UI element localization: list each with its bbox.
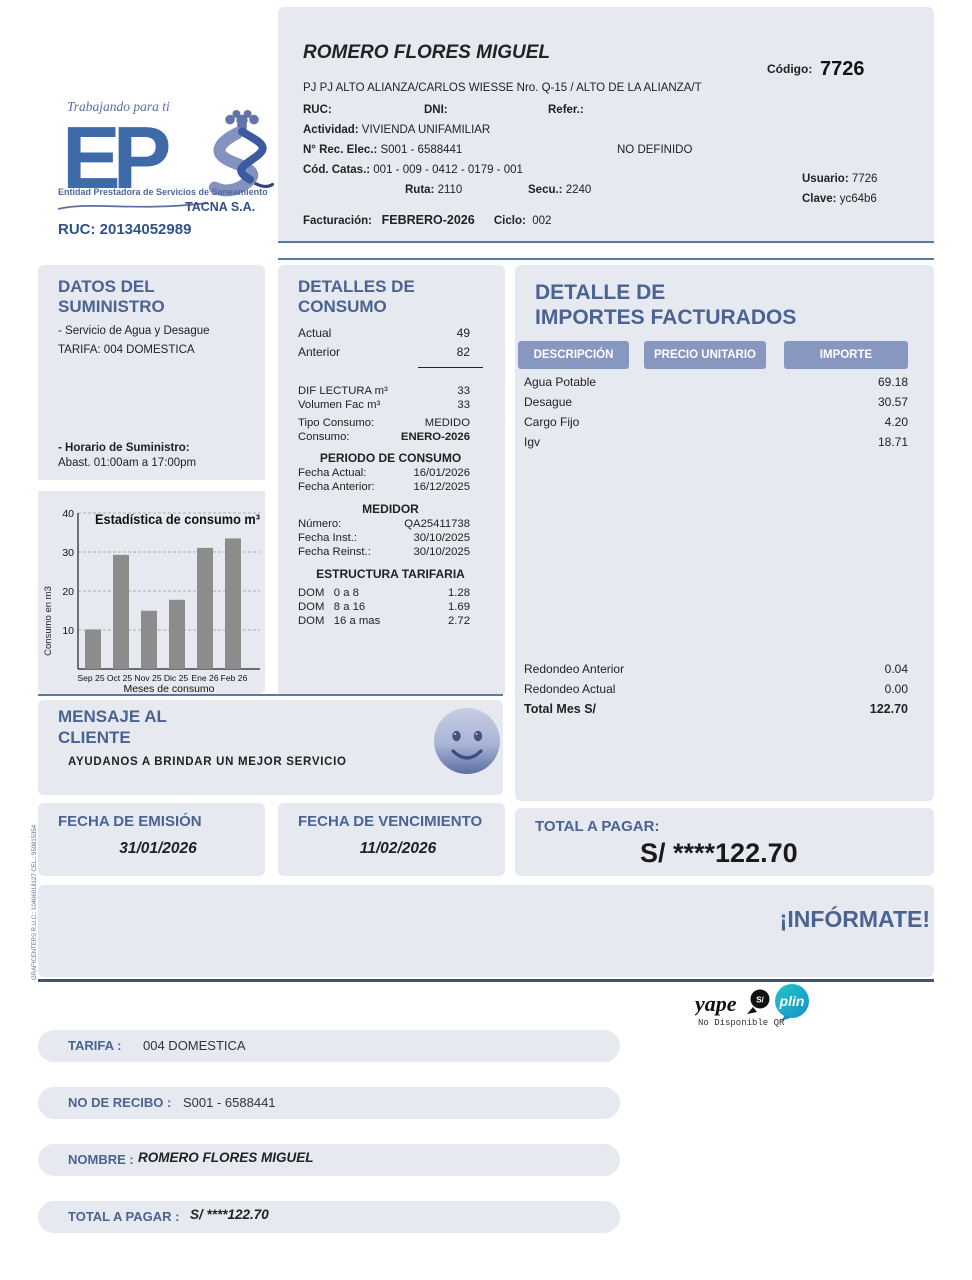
svg-text:20: 20 xyxy=(62,586,74,598)
svg-text:10: 10 xyxy=(62,625,74,637)
svg-text:yape: yape xyxy=(695,991,737,1016)
svg-text:plin: plin xyxy=(779,993,805,1009)
svg-text:30: 30 xyxy=(62,547,74,559)
svg-text:Feb 26: Feb 26 xyxy=(221,673,248,683)
svg-text:S/: S/ xyxy=(756,996,764,1005)
svg-text:Nov 25: Nov 25 xyxy=(134,673,161,683)
svg-text:Consumo en m3: Consumo en m3 xyxy=(43,586,54,656)
svg-text:Dic 25: Dic 25 xyxy=(164,673,189,683)
svg-text:Sep 25: Sep 25 xyxy=(77,673,104,683)
svg-text:Oct 25: Oct 25 xyxy=(107,673,133,683)
svg-text:Ene 26: Ene 26 xyxy=(191,673,218,683)
svg-text:Estadística de consumo m³: Estadística de consumo m³ xyxy=(95,512,260,527)
svg-text:40: 40 xyxy=(62,508,74,520)
svg-text:Meses de consumo: Meses de consumo xyxy=(123,683,214,694)
